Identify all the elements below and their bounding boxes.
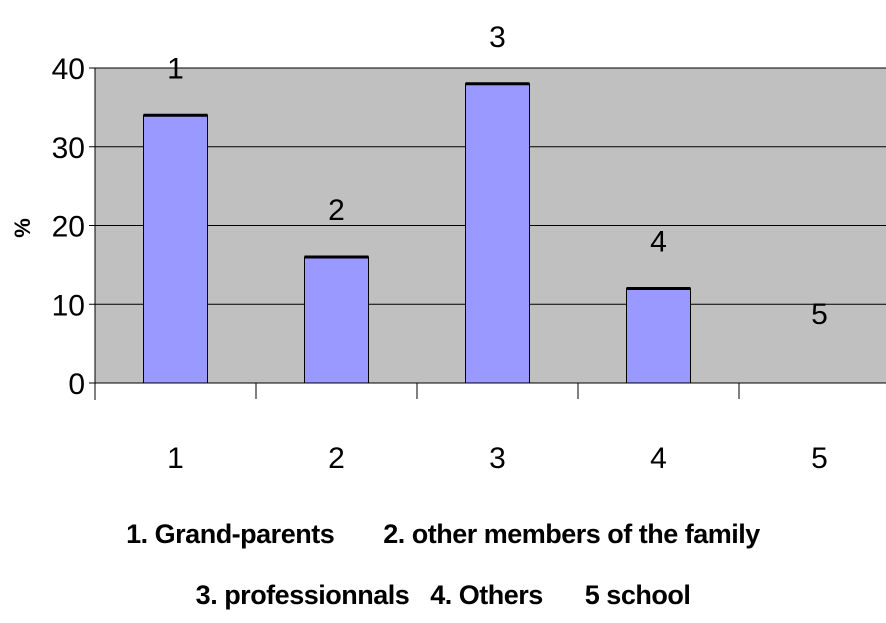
y-tick-label: 20 xyxy=(52,211,85,244)
y-tick-label: 0 xyxy=(68,368,85,401)
x-ticks: 1 2 3 4 5 xyxy=(167,383,828,475)
x-tick-label: 1 xyxy=(167,442,184,475)
data-label: 3 xyxy=(489,21,506,54)
data-label: 4 xyxy=(650,226,667,259)
bar xyxy=(465,83,530,384)
x-tick-label: 4 xyxy=(650,442,667,475)
x-tick-label: 3 xyxy=(489,442,506,475)
bars xyxy=(143,82,691,384)
x-tick-label: 2 xyxy=(328,442,345,475)
bar xyxy=(143,114,208,384)
data-label: 1 xyxy=(167,52,184,85)
y-ticks: 0 10 20 30 40 xyxy=(52,53,95,401)
bar xyxy=(626,288,691,384)
data-labels: 1 2 3 4 5 xyxy=(167,21,828,331)
axes xyxy=(94,68,886,400)
x-tick-label: 5 xyxy=(811,442,828,475)
legend-line-1: 1. Grand-parents 2. other members of the… xyxy=(126,519,760,549)
data-label: 2 xyxy=(328,194,345,227)
y-axis-title: % xyxy=(10,218,35,238)
y-tick-label: 30 xyxy=(52,132,85,165)
bar xyxy=(304,256,369,384)
y-tick-label: 10 xyxy=(52,289,85,322)
legend-line-2: 3. professionnals 4. Others 5 school xyxy=(195,580,691,610)
y-tick-label: 40 xyxy=(52,53,85,86)
data-label: 5 xyxy=(811,298,828,331)
